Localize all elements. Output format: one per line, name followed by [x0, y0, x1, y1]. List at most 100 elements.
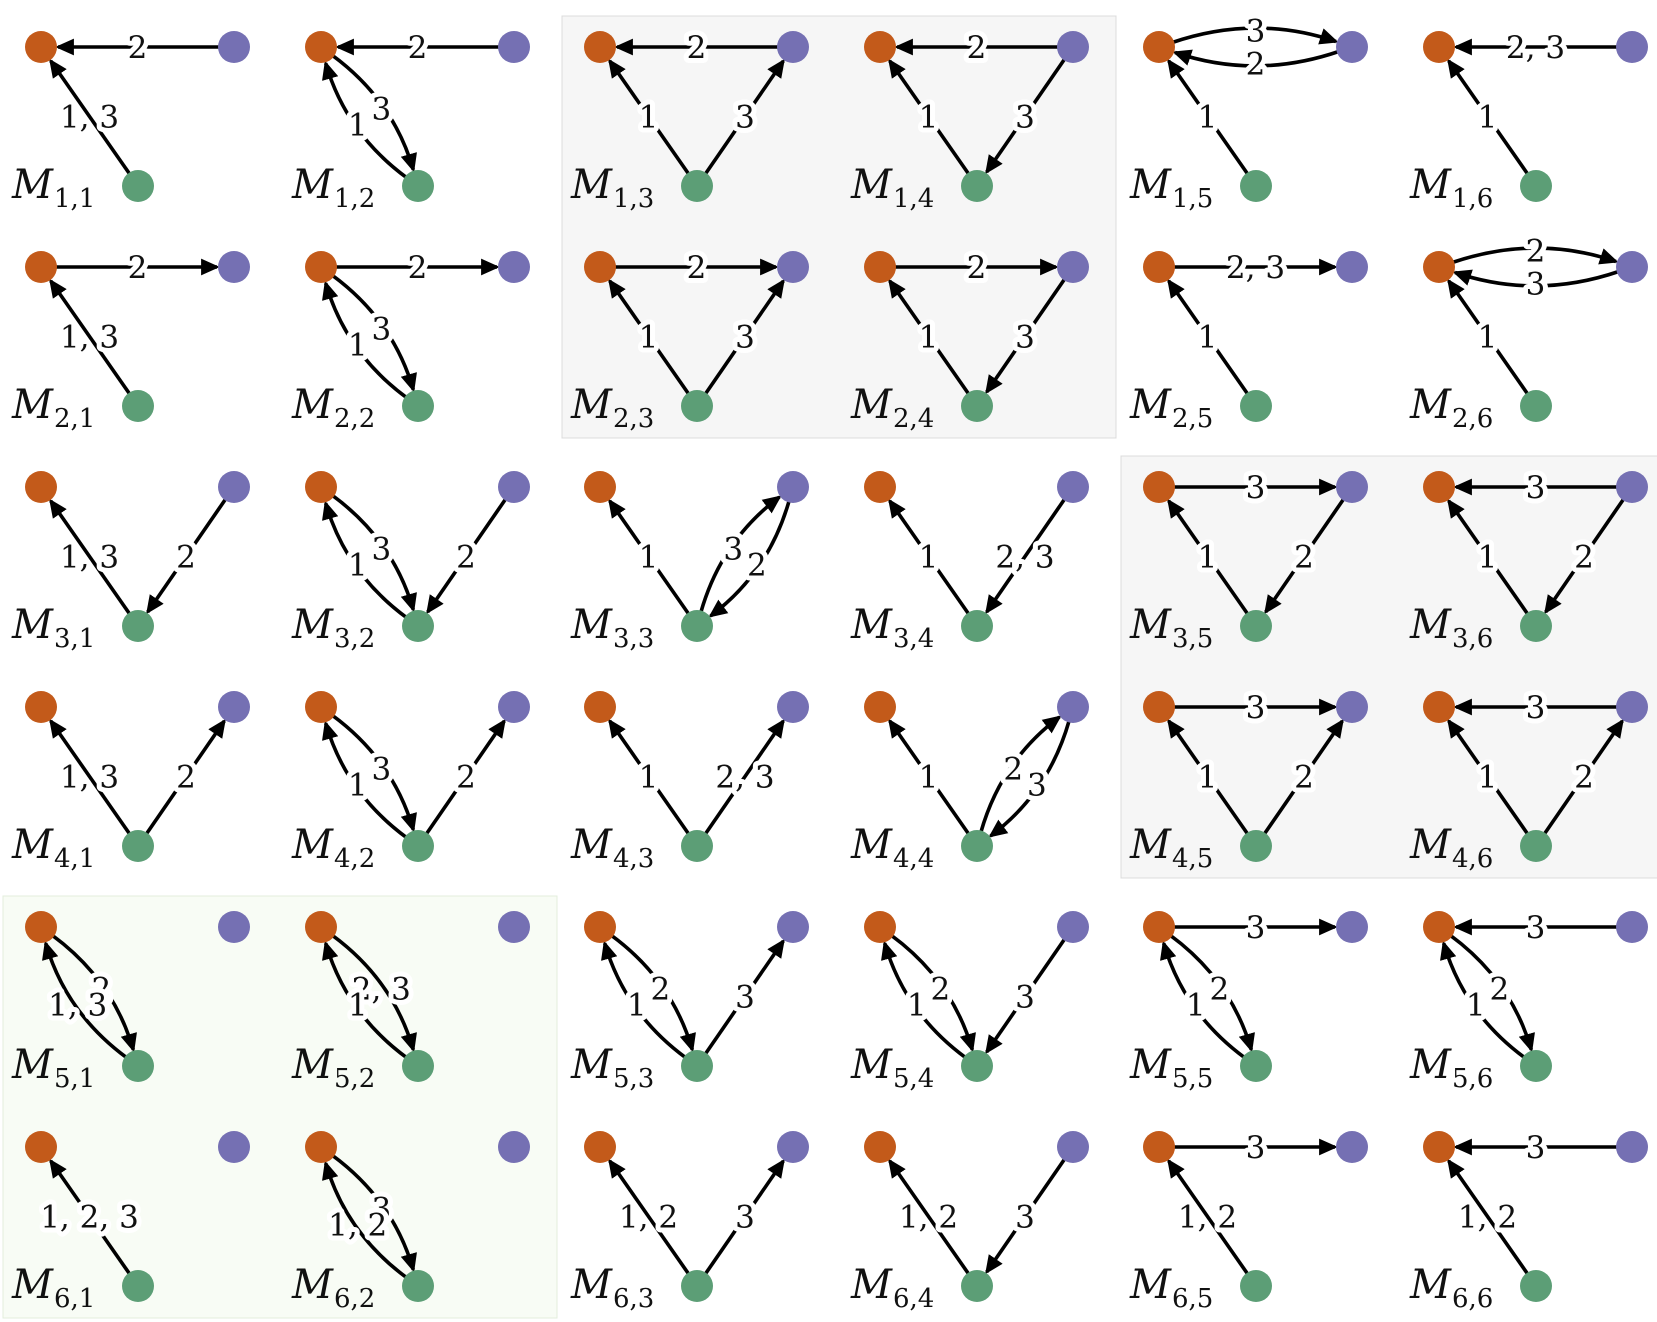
edge-label: 3: [371, 751, 391, 787]
node-c: [961, 390, 993, 422]
motif-panel: 1, 3 2 M3,1: [11, 471, 250, 654]
node-a: [25, 1131, 57, 1163]
edge: 1: [1447, 278, 1530, 396]
edge: 2: [708, 500, 791, 618]
edge-arrow: [322, 940, 408, 1060]
edge: 2: [1169, 933, 1255, 1053]
panel-label-name: M: [291, 382, 334, 428]
panel-label: M5,3: [570, 1042, 654, 1094]
edge-label: 3: [735, 100, 755, 136]
edge-label: 1, 2: [1458, 1200, 1517, 1236]
node-b: [498, 691, 530, 723]
node-b: [1616, 691, 1648, 723]
edge-label: 2: [176, 540, 196, 576]
edge: 3: [985, 1157, 1067, 1275]
edge: 3: [1173, 905, 1338, 951]
node-c: [1520, 170, 1552, 202]
edge: 1: [322, 500, 408, 620]
edge-label: 2: [128, 250, 148, 286]
edge-label: 2, 3: [1226, 250, 1285, 286]
edge-arrow: [1167, 498, 1250, 616]
edge: 2: [1544, 497, 1626, 615]
node-b: [498, 251, 530, 283]
edge-label: 1: [639, 540, 659, 576]
edge-arrow: [1167, 58, 1250, 176]
edge-arrow: [1447, 278, 1530, 396]
motif-panel: 1 32 M4,4: [850, 691, 1089, 874]
panel-label-subscript: 5,4: [893, 1064, 934, 1094]
panel-label-name: M: [291, 822, 334, 868]
edge: 1: [1447, 498, 1530, 616]
edge-label: 3: [1246, 910, 1266, 946]
node-c: [1240, 610, 1272, 642]
panel-label: M5,6: [1409, 1042, 1493, 1094]
edge-arrow: [49, 718, 132, 836]
node-a: [305, 1131, 337, 1163]
edge-label: 1: [1198, 760, 1218, 796]
edge-label: 1: [1478, 100, 1498, 136]
panel-label-subscript: 1,5: [1172, 184, 1213, 214]
node-b: [1616, 911, 1648, 943]
edge: 2, 3: [985, 497, 1067, 615]
node-a: [1143, 471, 1175, 503]
edge-arrow: [888, 58, 971, 176]
node-a: [1143, 251, 1175, 283]
node-a: [305, 911, 337, 943]
panel-label: M1,2: [291, 162, 375, 214]
edge-arrow: [1542, 718, 1624, 836]
edge-arrow: [703, 718, 785, 836]
edge: 1, 2: [322, 1160, 408, 1280]
node-c: [122, 1050, 154, 1082]
edge: 1: [881, 940, 967, 1060]
edge-arrow: [608, 718, 691, 836]
panel-label-subscript: 6,6: [1452, 1284, 1493, 1314]
panel-label: M6,4: [850, 1262, 934, 1314]
edge: 1: [1167, 498, 1250, 616]
node-b: [1616, 1131, 1648, 1163]
node-a: [584, 1131, 616, 1163]
edge: 2: [1449, 933, 1535, 1053]
motif-panel: 31 2 M3,6: [1409, 465, 1648, 654]
edge: 3: [985, 937, 1067, 1055]
node-c: [681, 1270, 713, 1302]
edge: 1: [322, 280, 408, 400]
edge-arrow: [1167, 718, 1250, 836]
edge: 2: [894, 25, 1059, 71]
edge-arrow: [888, 498, 971, 616]
edge-arrow: [331, 53, 417, 173]
node-c: [122, 610, 154, 642]
edge: 3: [703, 1158, 785, 1276]
panel-label-subscript: 1,4: [893, 184, 934, 214]
edge-label: 1: [639, 760, 659, 796]
panel-label: M6,1: [11, 1262, 95, 1314]
node-b: [777, 911, 809, 943]
edge-arrow: [331, 933, 417, 1053]
node-a: [584, 471, 616, 503]
panel-label: M3,2: [291, 602, 375, 654]
panel-label-name: M: [11, 822, 54, 868]
node-a: [1423, 1131, 1455, 1163]
edge-arrow: [331, 713, 417, 833]
node-a: [1423, 911, 1455, 943]
node-a: [1143, 1131, 1175, 1163]
node-a: [305, 31, 337, 63]
edge: 1: [608, 498, 691, 616]
edge: 3: [1453, 905, 1618, 951]
node-a: [864, 1131, 896, 1163]
edge-arrow: [331, 273, 417, 393]
node-b: [498, 471, 530, 503]
node-b: [1336, 911, 1368, 943]
panel-label: M6,2: [291, 1262, 375, 1314]
panel-label-name: M: [1409, 382, 1452, 428]
edge-arrow: [888, 278, 971, 396]
edge-label: 3: [1526, 1130, 1546, 1166]
node-a: [864, 911, 896, 943]
edge-label: 1: [907, 988, 927, 1024]
panel-label-subscript: 1,3: [613, 184, 654, 214]
edge: 3: [703, 938, 785, 1056]
edge: 1: [1167, 278, 1250, 396]
edge-label: 3: [1246, 1130, 1266, 1166]
